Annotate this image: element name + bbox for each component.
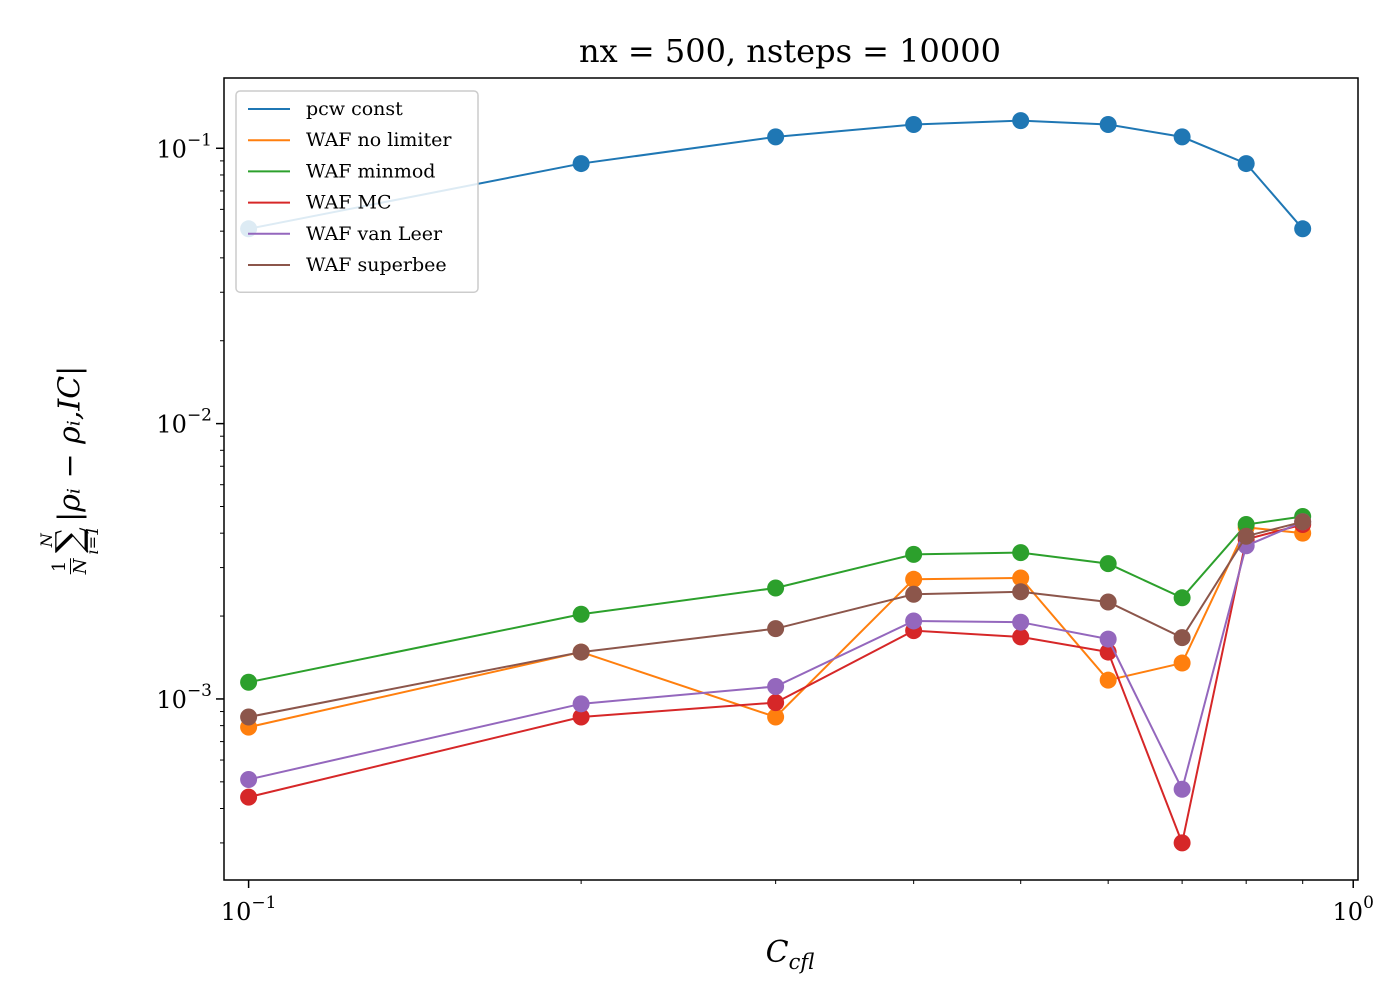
data-point-1-3 bbox=[905, 570, 923, 588]
data-point-0-8 bbox=[1294, 220, 1312, 238]
legend-label-2: WAF minmod bbox=[306, 160, 435, 182]
data-point-2-7 bbox=[1237, 516, 1255, 534]
x-axis: 10−1 100 bbox=[221, 880, 1374, 926]
data-point-2-4 bbox=[1012, 544, 1030, 562]
data-point-0-7 bbox=[1237, 155, 1255, 173]
x-axis-label-sub: cfl bbox=[789, 950, 815, 974]
x-axis-label: Ccfl bbox=[766, 935, 815, 974]
data-point-4-0 bbox=[240, 770, 258, 788]
data-point-3-4 bbox=[1012, 628, 1030, 646]
data-point-4-1 bbox=[572, 695, 590, 713]
plot-frame bbox=[223, 77, 1359, 881]
y-label-fraction: 1 N bbox=[48, 558, 91, 575]
x-axis-label-main: C bbox=[766, 935, 789, 970]
data-point-0-2 bbox=[767, 128, 785, 146]
y-axis-label: 1 N N ∑ i=1 |ρᵢ − ρᵢ,IC| bbox=[37, 365, 102, 575]
data-point-5-0 bbox=[240, 708, 258, 726]
data-point-0-1 bbox=[572, 155, 590, 173]
legend-label-3: WAF MC bbox=[306, 192, 392, 214]
data-point-2-3 bbox=[905, 545, 923, 563]
data-point-5-3 bbox=[905, 585, 923, 603]
data-point-4-3 bbox=[905, 612, 923, 630]
data-point-1-6 bbox=[1173, 654, 1191, 672]
data-point-4-5 bbox=[1099, 630, 1117, 648]
data-point-3-6 bbox=[1173, 834, 1191, 852]
chart-title: nx = 500, nsteps = 10000 bbox=[579, 32, 1001, 70]
y-label-frac-den: N bbox=[69, 558, 91, 575]
y-label-frac-num: 1 bbox=[48, 560, 70, 573]
legend-label-4: WAF van Leer bbox=[306, 223, 443, 245]
data-point-5-1 bbox=[572, 643, 590, 661]
data-point-2-0 bbox=[240, 673, 258, 691]
data-point-1-5 bbox=[1099, 671, 1117, 689]
y-tick-label-1: 10−2 bbox=[156, 406, 212, 439]
y-label-sum: N ∑ i=1 bbox=[37, 525, 102, 555]
data-point-5-8 bbox=[1294, 513, 1312, 531]
data-point-3-2 bbox=[767, 694, 785, 712]
legend-box bbox=[235, 90, 479, 293]
data-point-5-2 bbox=[767, 620, 785, 638]
data-point-2-6 bbox=[1173, 589, 1191, 607]
data-point-1-2 bbox=[767, 708, 785, 726]
legend-label-1: WAF no limiter bbox=[306, 129, 452, 151]
data-point-2-1 bbox=[572, 605, 590, 623]
y-tick-label-2: 10−1 bbox=[156, 130, 212, 163]
legend-label-0: pcw const bbox=[306, 98, 403, 120]
data-point-2-5 bbox=[1099, 555, 1117, 573]
data-point-0-3 bbox=[905, 116, 923, 134]
data-point-3-0 bbox=[240, 788, 258, 806]
data-point-4-4 bbox=[1012, 613, 1030, 631]
legend-label-5: WAF superbee bbox=[306, 254, 447, 276]
data-point-0-6 bbox=[1173, 128, 1191, 146]
data-point-5-7 bbox=[1237, 527, 1255, 545]
legend: pcw const WAF no limiter WAF minmod WAF MC W… bbox=[235, 90, 479, 293]
data-point-5-4 bbox=[1012, 583, 1030, 601]
data-point-0-4 bbox=[1012, 112, 1030, 130]
data-point-4-2 bbox=[767, 677, 785, 695]
y-label-sum-symbol: ∑ bbox=[49, 527, 90, 554]
data-point-4-6 bbox=[1173, 780, 1191, 798]
x-tick-label-1: 100 bbox=[1333, 893, 1374, 926]
series-line-4 bbox=[248, 520, 1304, 793]
data-point-0-5 bbox=[1099, 116, 1117, 134]
y-axis: 10−3 10−2 10−1 bbox=[156, 130, 224, 844]
data-point-1-4 bbox=[1012, 569, 1030, 587]
data-point-5-6 bbox=[1173, 629, 1191, 647]
y-label-body: |ρᵢ − ρᵢ,IC| bbox=[52, 365, 88, 522]
x-tick-label-0: 10−1 bbox=[221, 893, 277, 926]
data-point-2-2 bbox=[767, 579, 785, 597]
y-label-sum-bottom: i=1 bbox=[83, 525, 102, 555]
y-tick-label-0: 10−3 bbox=[156, 681, 212, 714]
series-line-2 bbox=[248, 515, 1303, 684]
data-point-5-5 bbox=[1099, 593, 1117, 611]
plot-area bbox=[240, 112, 1312, 852]
data-point-3-1 bbox=[572, 708, 590, 726]
